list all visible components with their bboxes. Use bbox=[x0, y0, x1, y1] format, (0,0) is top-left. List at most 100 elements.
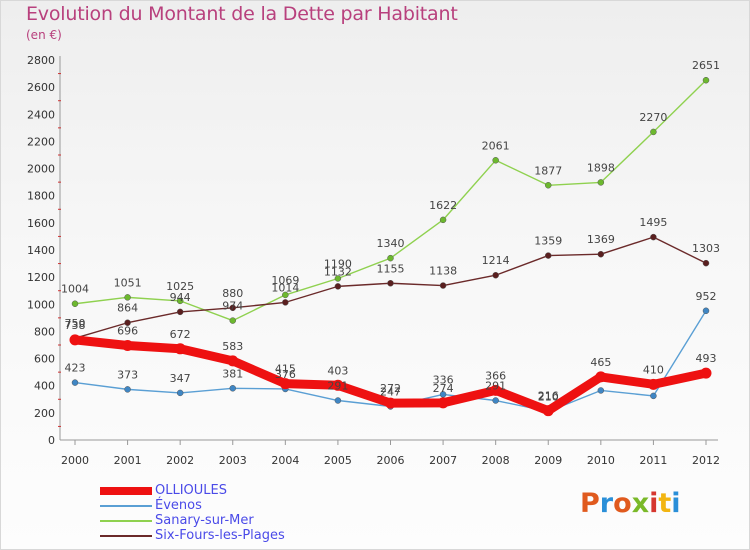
data-point bbox=[124, 386, 131, 393]
data-label: 1340 bbox=[377, 237, 405, 250]
y-tick-label: 1600 bbox=[27, 217, 55, 230]
data-point bbox=[702, 307, 710, 315]
x-tick-label: 2001 bbox=[114, 454, 142, 467]
x-tick-label: 2006 bbox=[377, 454, 405, 467]
chart-subtitle: (en €) bbox=[26, 28, 62, 42]
data-label: 274 bbox=[433, 382, 454, 395]
data-label: 291 bbox=[485, 380, 506, 393]
data-point bbox=[385, 397, 396, 409]
y-tick-label: 2000 bbox=[27, 163, 55, 176]
data-label: 1359 bbox=[534, 235, 562, 248]
logo-letter: o bbox=[613, 488, 632, 519]
data-label: 1155 bbox=[377, 262, 405, 275]
data-label: 750 bbox=[65, 317, 86, 330]
data-point bbox=[650, 233, 657, 241]
data-point bbox=[69, 334, 81, 346]
data-point bbox=[437, 397, 449, 409]
data-label: 493 bbox=[696, 352, 717, 365]
data-label: 952 bbox=[696, 290, 717, 303]
data-point bbox=[702, 76, 710, 84]
x-tick-label: 2005 bbox=[324, 454, 352, 467]
data-label: 347 bbox=[170, 372, 191, 385]
data-point bbox=[174, 343, 186, 355]
data-point bbox=[597, 250, 605, 258]
data-label: 2270 bbox=[639, 111, 667, 124]
data-label: 738 bbox=[65, 319, 86, 332]
data-point bbox=[542, 405, 554, 417]
legend-label: Sanary-sur-Mer bbox=[155, 513, 254, 528]
data-label: 415 bbox=[275, 363, 296, 376]
chart-title: Evolution du Montant de la Dette par Hab… bbox=[26, 3, 458, 25]
data-point bbox=[492, 271, 499, 279]
logo-letter: P bbox=[580, 488, 600, 519]
data-point bbox=[595, 371, 607, 383]
data-point bbox=[439, 282, 447, 289]
data-label: 864 bbox=[117, 302, 138, 315]
data-label: 1898 bbox=[587, 161, 615, 174]
y-tick-label: 2600 bbox=[27, 81, 55, 94]
data-label: 1190 bbox=[324, 258, 352, 271]
y-tick-label: 400 bbox=[34, 380, 55, 393]
data-label: 696 bbox=[117, 325, 138, 338]
data-label: 1025 bbox=[166, 280, 194, 293]
logo-letter: t bbox=[658, 488, 672, 519]
data-point bbox=[229, 385, 236, 392]
data-label: 672 bbox=[170, 328, 191, 341]
legend-label: Évenos bbox=[155, 498, 202, 513]
data-label: 1014 bbox=[271, 281, 299, 294]
data-point bbox=[282, 291, 289, 299]
y-tick-label: 1200 bbox=[27, 271, 55, 284]
data-point bbox=[71, 300, 79, 307]
data-point bbox=[650, 128, 657, 136]
x-tick-label: 2011 bbox=[639, 454, 667, 467]
y-tick-label: 1800 bbox=[27, 190, 55, 203]
data-point bbox=[124, 319, 131, 326]
data-label: 1495 bbox=[639, 216, 667, 229]
legend-swatch bbox=[100, 535, 152, 537]
y-tick-label: 2800 bbox=[27, 54, 55, 67]
legend-swatch bbox=[100, 505, 152, 507]
y-tick-label: 2400 bbox=[27, 108, 55, 121]
data-label: 2061 bbox=[482, 139, 510, 152]
data-point bbox=[332, 379, 344, 391]
data-point bbox=[124, 294, 131, 301]
data-label: 272 bbox=[380, 382, 401, 395]
y-tick-label: 2200 bbox=[27, 135, 55, 148]
data-point bbox=[229, 317, 236, 324]
data-label: 1138 bbox=[429, 265, 457, 278]
data-label: 403 bbox=[327, 364, 348, 377]
data-label: 2651 bbox=[692, 59, 720, 72]
data-label: 336 bbox=[433, 373, 454, 386]
data-label: 247 bbox=[380, 385, 401, 398]
x-tick-label: 2004 bbox=[271, 454, 299, 467]
data-label: 583 bbox=[222, 340, 243, 353]
x-tick-label: 2008 bbox=[482, 454, 510, 467]
data-point bbox=[492, 397, 499, 404]
y-tick-label: 0 bbox=[48, 434, 55, 447]
logo-letter: r bbox=[599, 488, 614, 519]
data-point bbox=[282, 299, 289, 306]
data-point bbox=[387, 254, 394, 262]
data-point bbox=[279, 378, 291, 390]
logo-letter: x bbox=[631, 488, 650, 519]
data-point bbox=[334, 397, 342, 404]
data-point bbox=[122, 340, 134, 352]
x-tick-label: 2010 bbox=[587, 454, 615, 467]
data-point bbox=[490, 384, 502, 396]
legend-label: Six-Fours-les-Plages bbox=[155, 528, 285, 543]
data-label: 1051 bbox=[114, 276, 142, 289]
data-point bbox=[545, 182, 552, 189]
data-label: 1622 bbox=[429, 199, 457, 212]
data-label: 465 bbox=[590, 356, 611, 369]
legend-label: OLLIOULES bbox=[155, 483, 228, 498]
data-label: 376 bbox=[275, 368, 296, 381]
y-tick-label: 600 bbox=[34, 353, 55, 366]
legend-swatch bbox=[100, 520, 152, 522]
x-tick-label: 2002 bbox=[166, 454, 194, 467]
data-point bbox=[71, 379, 79, 386]
data-label: 291 bbox=[327, 380, 348, 393]
logo-letter: i bbox=[671, 488, 681, 519]
x-tick-label: 2003 bbox=[219, 454, 247, 467]
